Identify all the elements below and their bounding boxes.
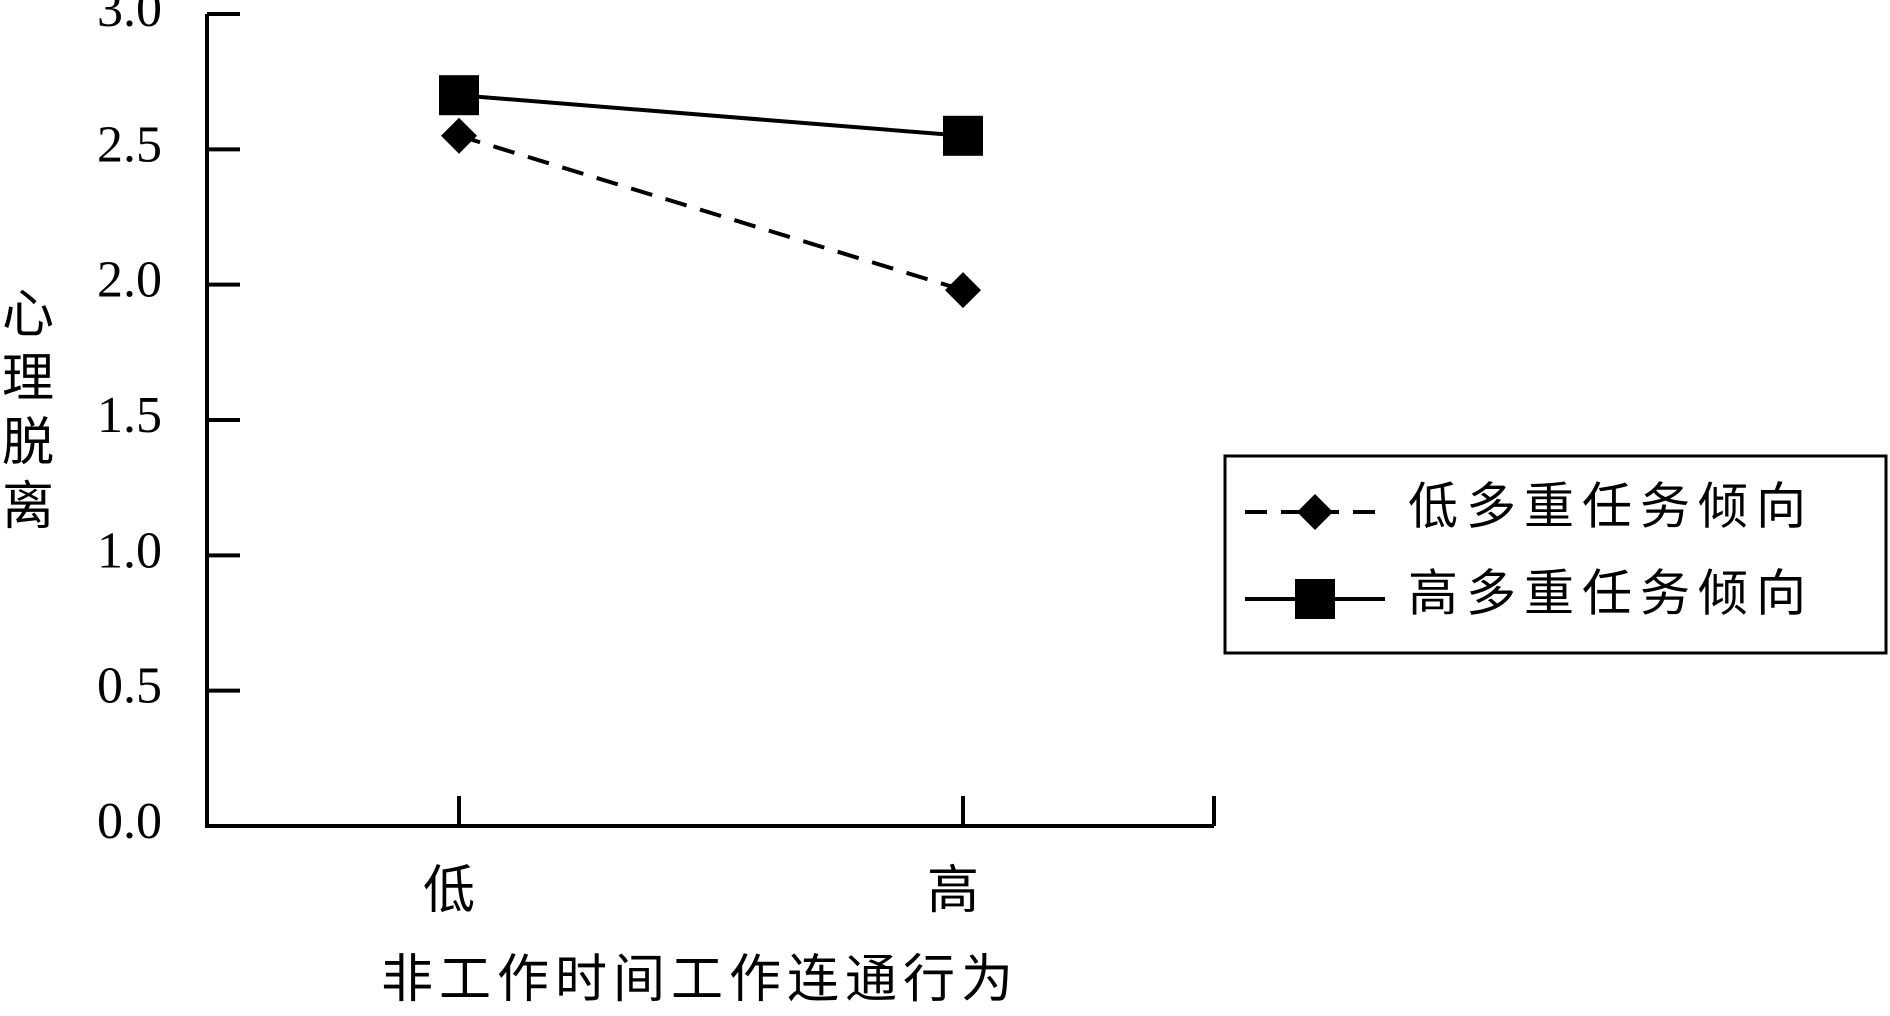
x-tick-label: 高 bbox=[927, 863, 979, 920]
y-tick-label: 2.0 bbox=[97, 252, 162, 309]
y-tick-label: 0.0 bbox=[97, 793, 162, 850]
y-tick-label: 2.5 bbox=[97, 116, 162, 173]
legend-marker bbox=[1297, 494, 1333, 530]
x-tick-label: 低 bbox=[423, 863, 475, 920]
point bbox=[441, 117, 477, 154]
point bbox=[945, 272, 981, 309]
x-axis-label: 非工作时间工作连通行为 bbox=[381, 952, 1019, 1009]
series-line bbox=[458, 93, 964, 138]
y-axis-label: 心理脱离 bbox=[2, 287, 54, 536]
y-tick-label: 3.0 bbox=[97, 0, 162, 38]
legend-label: 低多重任务倾向 bbox=[1408, 478, 1814, 534]
point bbox=[943, 115, 983, 156]
point bbox=[439, 75, 479, 116]
legend-label: 高多重任务倾向 bbox=[1408, 565, 1814, 621]
y-tick-label: 1.0 bbox=[97, 522, 162, 579]
series-line bbox=[458, 133, 964, 292]
y-tick-label: 1.5 bbox=[97, 387, 162, 444]
legend-marker bbox=[1295, 579, 1335, 619]
y-tick-label: 0.5 bbox=[97, 658, 162, 715]
legend-box bbox=[1223, 454, 1888, 655]
